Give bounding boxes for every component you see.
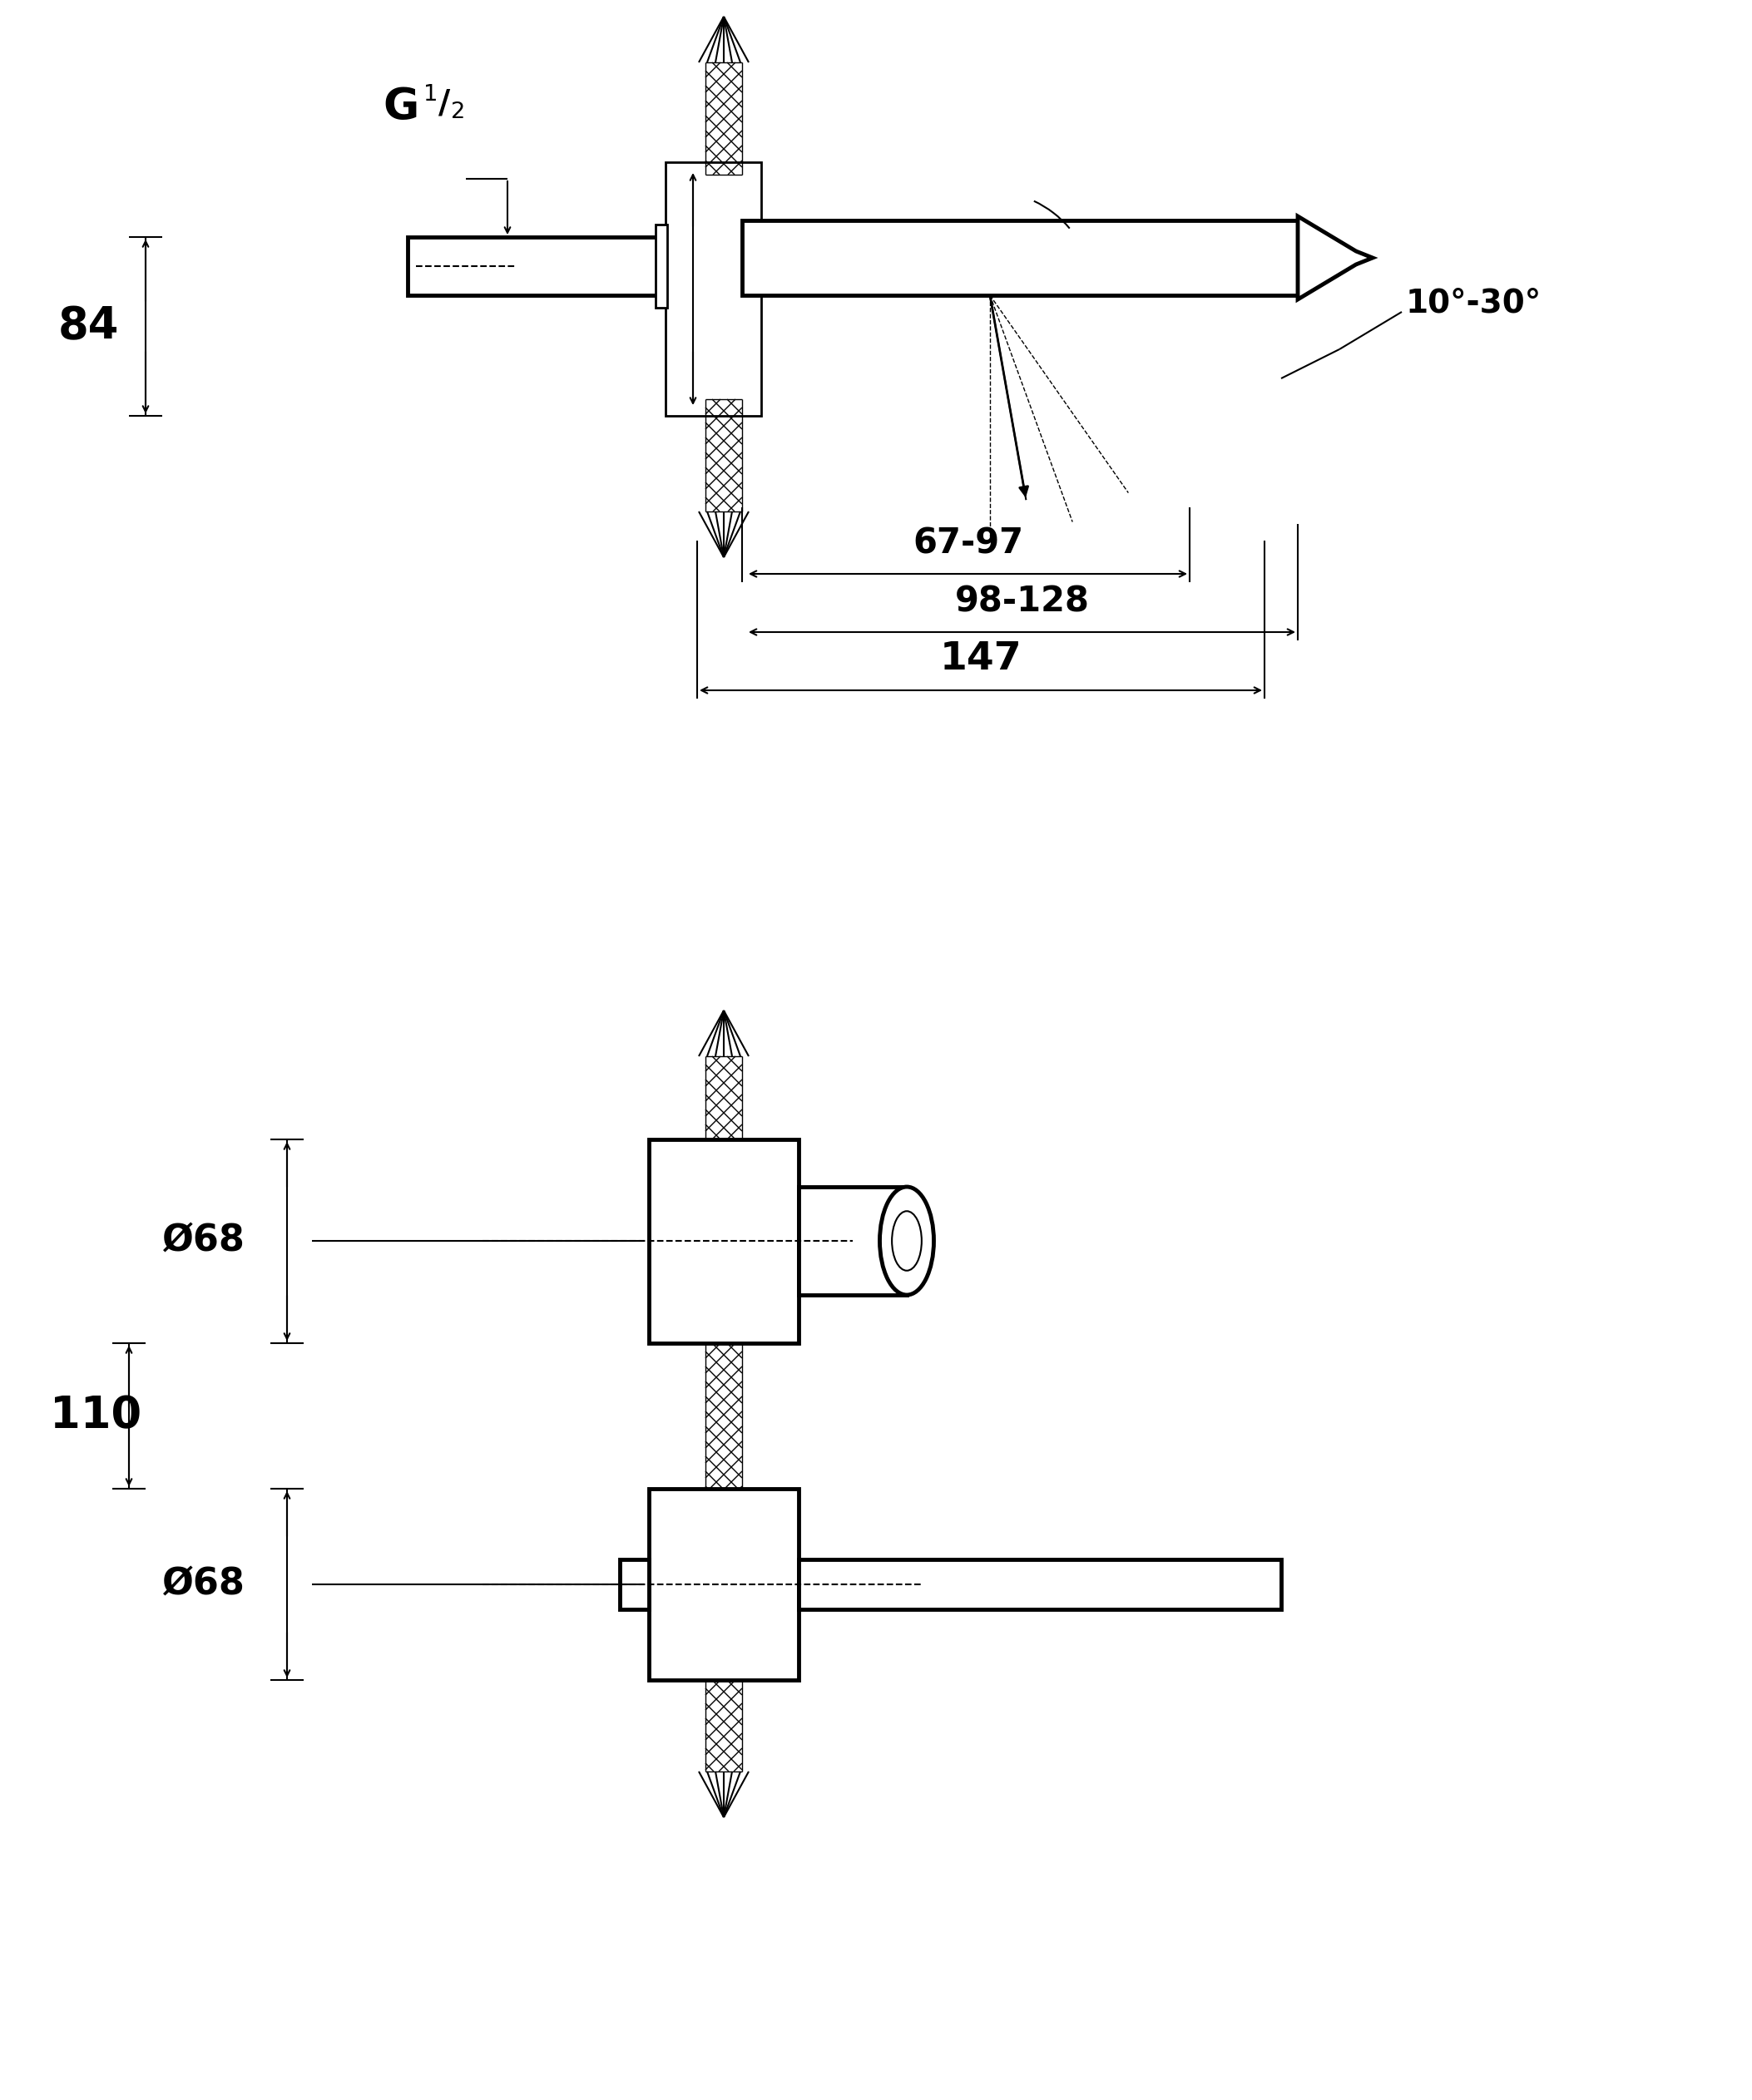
Text: $^{1}$/$_{2}$: $^{1}$/$_{2}$ xyxy=(422,82,464,120)
Bar xyxy=(743,220,1298,296)
Text: G: G xyxy=(382,86,419,128)
Bar xyxy=(648,1140,799,1344)
Text: Ø68: Ø68 xyxy=(163,1567,245,1602)
Text: 98-128: 98-128 xyxy=(955,584,1090,620)
Text: 10°-30°: 10°-30° xyxy=(1405,288,1542,319)
Ellipse shape xyxy=(880,1186,934,1296)
Bar xyxy=(799,1560,1281,1609)
Bar xyxy=(666,162,760,416)
Bar xyxy=(799,1186,908,1296)
Ellipse shape xyxy=(892,1212,922,1270)
Bar xyxy=(408,237,666,296)
Polygon shape xyxy=(1298,216,1372,300)
Bar xyxy=(655,225,668,309)
Text: 67-97: 67-97 xyxy=(913,527,1023,561)
Text: Ø68: Ø68 xyxy=(163,1222,245,1258)
Text: 84: 84 xyxy=(58,304,119,349)
Bar xyxy=(648,1489,799,1680)
Text: 110: 110 xyxy=(49,1394,142,1439)
Text: 147: 147 xyxy=(939,640,1021,678)
Bar xyxy=(620,1560,648,1609)
